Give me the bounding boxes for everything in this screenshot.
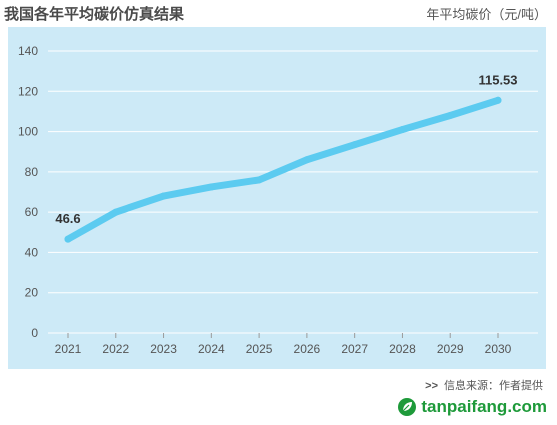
axes: 0 20 40 60 80 100 120 140 2021 2022 2023 2024 2025 20… <box>18 44 512 356</box>
y-tick-label: 100 <box>18 125 38 139</box>
data-point <box>255 176 263 184</box>
data-label: 115.53 <box>478 72 517 87</box>
y-tick-label: 20 <box>25 286 39 300</box>
y-tick-label: 0 <box>31 326 38 340</box>
x-tick-label: 2023 <box>150 342 177 356</box>
x-tick-label: 2024 <box>198 342 225 356</box>
y-tick-label: 40 <box>25 245 39 259</box>
data-point <box>207 183 215 191</box>
data-point <box>494 96 502 104</box>
data-point <box>446 111 454 119</box>
x-tick-label: 2030 <box>485 342 512 356</box>
chart-panel: 0 20 40 60 80 100 120 140 2021 2022 2023 2024 2025 20… <box>8 27 546 369</box>
data-point <box>351 141 359 149</box>
data-point <box>112 208 120 216</box>
y-tick-label: 60 <box>25 205 39 219</box>
gridlines <box>48 50 538 334</box>
data-point <box>160 192 168 200</box>
y-tick-label: 120 <box>18 84 38 98</box>
x-tick-label: 2026 <box>294 342 321 356</box>
x-tick-label: 2022 <box>102 342 129 356</box>
leaf-logo-icon <box>398 398 417 416</box>
watermark-text: tanpaifang.com <box>421 397 547 416</box>
data-point <box>398 126 406 134</box>
series-line <box>64 96 502 243</box>
line-chart: 0 20 40 60 80 100 120 140 2021 2022 2023 2024 2025 20… <box>18 44 538 356</box>
x-tick-label: 2021 <box>55 342 82 356</box>
y-axis-unit-label: 年平均碳价（元/吨） <box>426 7 547 22</box>
chart-title: 我国各年平均碳价仿真结果 <box>4 6 185 23</box>
y-tick-label: 140 <box>18 44 38 58</box>
source-arrows: >> <box>425 380 438 392</box>
x-tick-label: 2025 <box>246 342 273 356</box>
x-tick-label: 2029 <box>437 342 464 356</box>
data-labels: 46.6 115.53 <box>55 72 517 226</box>
data-label: 46.6 <box>55 211 80 226</box>
source-text: 信息来源：作者提供 <box>444 380 543 392</box>
data-point <box>64 235 72 243</box>
y-tick-label: 80 <box>25 165 39 179</box>
x-tick-label: 2028 <box>389 342 416 356</box>
watermark: tanpaifang.com <box>397 397 547 417</box>
series <box>64 96 502 243</box>
x-tick-label: 2027 <box>341 342 368 356</box>
data-point <box>303 156 311 164</box>
source-note: >> 信息来源：作者提供 <box>425 377 543 393</box>
